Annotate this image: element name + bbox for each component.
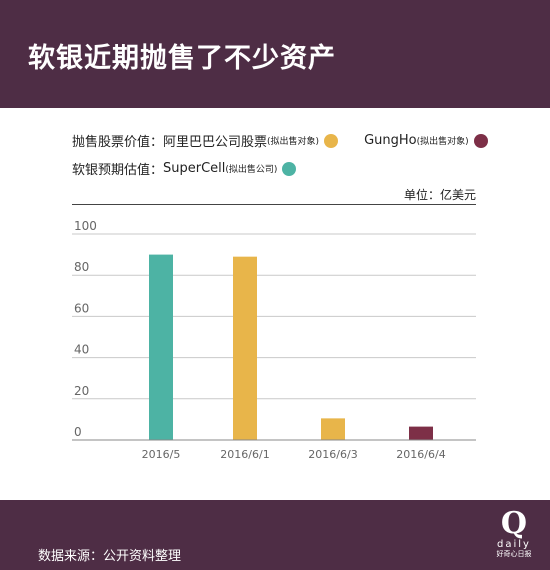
footer-banner: 数据来源：公开资料整理 Q daily 好奇心日报 xyxy=(0,500,550,570)
y-tick-label: 80 xyxy=(74,260,89,274)
y-tick-label: 0 xyxy=(74,425,82,439)
legend-label-supercell: SuperCell xyxy=(163,161,226,176)
legend-prefix-valuation: 软银预期估值： xyxy=(72,163,164,178)
bar-layer xyxy=(149,254,433,440)
bar-2016/6/1 xyxy=(233,256,257,440)
bar-chart: 0 20 40 60 80 100 2016/5 2016/6/1 2016/6/3 2016/6… xyxy=(72,219,476,461)
unit-label: 单位：亿美元 xyxy=(403,188,476,202)
grid-layer xyxy=(72,233,476,441)
bar-2016/5 xyxy=(149,254,173,440)
legend-row-sold-shares: 抛售股票价值： 阿里巴巴公司股票 (拟出售对象) GungHo (拟出售对象) xyxy=(72,131,488,150)
logo-sub: 好奇心日报 xyxy=(496,550,532,558)
logo-word: daily xyxy=(497,539,531,550)
y-tick-label: 40 xyxy=(74,343,89,357)
legend-dot-gungho xyxy=(473,133,488,148)
header-banner: 软银近期抛售了不少资产 xyxy=(0,0,550,108)
legend-prefix-sold: 抛售股票价值： xyxy=(72,135,164,150)
legend-dot-alibaba xyxy=(324,133,339,148)
page-title: 软银近期抛售了不少资产 xyxy=(28,43,336,74)
daily-logo: Q daily 好奇心日报 xyxy=(494,509,534,559)
legend-note-supercell: (拟出售公司) xyxy=(225,165,278,175)
legend-dot-supercell xyxy=(282,161,297,176)
unit-divider xyxy=(72,204,476,205)
legend-label-gungho: GungHo xyxy=(364,133,417,148)
legend-note-gungho: (拟出售对象) xyxy=(416,137,469,147)
data-source-note: 数据来源：公开资料整理 xyxy=(38,549,182,564)
y-tick-label: 60 xyxy=(74,301,89,315)
x-tick-label: 2016/6/1 xyxy=(220,448,269,461)
y-tick-label: 100 xyxy=(74,219,97,233)
logo-mark: Q xyxy=(500,506,528,541)
x-tick-label: 2016/6/3 xyxy=(308,448,357,461)
bar-2016/6/4 xyxy=(409,426,433,440)
legend-label-alibaba: 阿里巴巴公司股票 xyxy=(163,135,268,150)
label-layer: 0 20 40 60 80 100 2016/5 2016/6/1 2016/6/3 2016/6… xyxy=(72,219,476,461)
x-tick-label: 2016/5 xyxy=(142,448,181,461)
bar-2016/6/3 xyxy=(321,418,345,440)
legend-row-valuation: 软银预期估值： SuperCell (拟出售公司) xyxy=(72,159,297,178)
legend-note-alibaba: (拟出售对象) xyxy=(267,137,320,147)
y-tick-label: 20 xyxy=(74,384,89,398)
x-tick-label: 2016/6/4 xyxy=(396,448,445,461)
